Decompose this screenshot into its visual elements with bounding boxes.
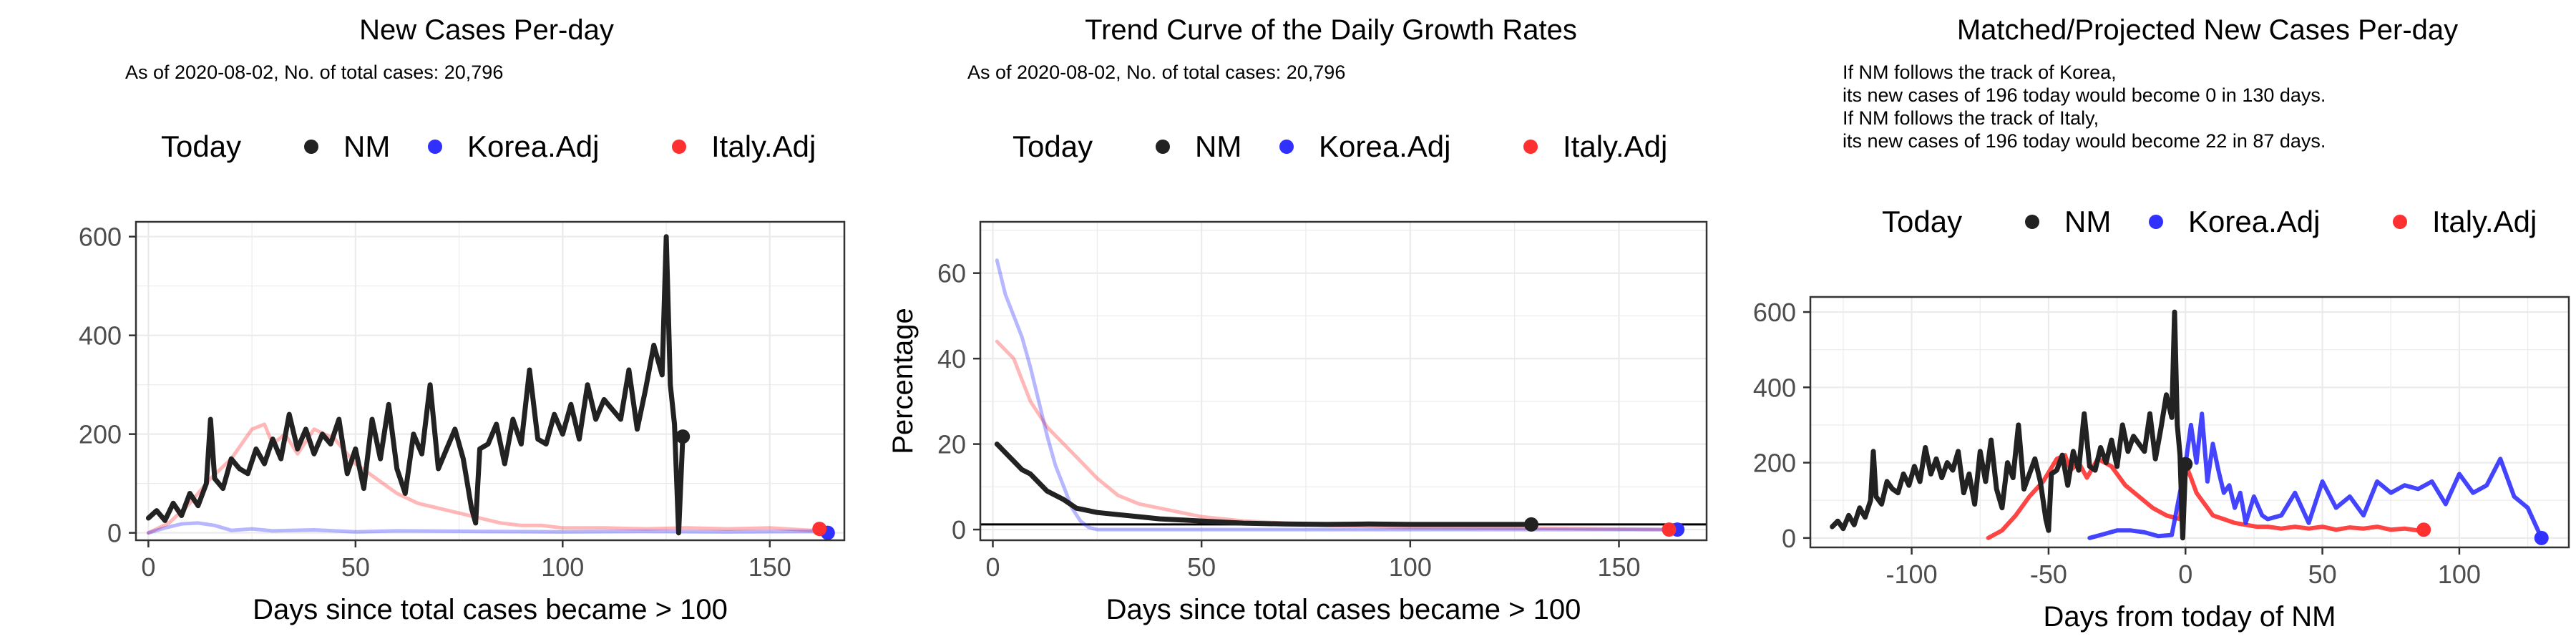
y-tick-label: 600 [1753, 298, 1796, 327]
today-point-nm [1524, 517, 1538, 532]
legend-item-label: Italy.Adj [1563, 130, 1667, 163]
legend-key-marker [2025, 215, 2039, 229]
plot-border [135, 220, 846, 542]
today-point-italy-adj [1662, 522, 1677, 537]
chart-legend: Today NM Korea.Adj Italy.Adj [1013, 130, 1667, 163]
x-tick-label: -100 [1886, 560, 1938, 589]
y-tick-label: 40 [937, 344, 966, 374]
x-tick-label: 50 [2308, 560, 2337, 589]
today-point-italy-adj [2416, 522, 2431, 537]
x-tick-label: 150 [748, 552, 791, 582]
legend-item-label: Italy.Adj [711, 130, 816, 163]
plot-background [136, 222, 844, 540]
x-tick-label: 100 [541, 552, 584, 582]
series-line-nm [1830, 309, 2188, 541]
y-tick-label: 20 [937, 430, 966, 459]
chart-legend: Today NM Korea.Adj Italy.Adj [161, 130, 816, 163]
today-point-italy-adj [812, 522, 827, 537]
chart-note-line: its new cases of 196 today would become … [1843, 84, 2326, 106]
y-tick-label: 400 [1753, 373, 1796, 402]
chart-note-line: If NM follows the track of Korea, [1843, 62, 2117, 83]
chart-note-line: its new cases of 196 today would become … [1843, 130, 2326, 152]
legend-key-marker [1156, 140, 1170, 154]
legend-title: Today [1013, 130, 1093, 163]
series-line-korea-adj [995, 258, 1679, 532]
y-tick-label: 60 [937, 259, 966, 288]
today-point-nm [2178, 457, 2193, 472]
chart-panel-1: New Cases Per-day As of 2020-08-02, No. o… [79, 14, 846, 625]
x-tick-label: 0 [985, 552, 1000, 582]
legend-item-label: NM [1195, 130, 1241, 163]
chart-legend: Today NM Korea.Adj Italy.Adj [1882, 205, 2537, 238]
chart-title: Trend Curve of the Daily Growth Rates [1085, 14, 1577, 46]
legend-key-marker [672, 140, 686, 154]
series-line-italy-adj [1986, 453, 2426, 540]
x-tick-label: 0 [2178, 560, 2192, 589]
legend-item-label: NM [343, 130, 390, 163]
series-line-nm [145, 234, 686, 536]
chart-subtitle: As of 2020-08-02, No. of total cases: 20… [125, 62, 503, 83]
x-tick-label: 100 [2438, 560, 2481, 589]
x-tick-label: 50 [1187, 552, 1216, 582]
legend-key-marker [428, 140, 442, 154]
legend-title: Today [161, 130, 241, 163]
plot-background [1810, 297, 2569, 547]
y-tick-label: 0 [107, 519, 122, 548]
x-tick-label: 100 [1389, 552, 1432, 582]
x-axis-title: Days from today of NM [2043, 601, 2336, 633]
y-axis-title: Percentage [887, 308, 919, 454]
legend-key-marker [2393, 215, 2407, 229]
legend-key-marker [304, 140, 318, 154]
y-tick-label: 200 [79, 420, 122, 449]
legend-item-label: Korea.Adj [1319, 130, 1450, 163]
legend-title: Today [1882, 205, 1962, 238]
x-tick-label: 150 [1597, 552, 1640, 582]
y-tick-label: 0 [952, 515, 966, 545]
today-point-nm [675, 429, 691, 444]
chart-panel-2: Trend Curve of the Daily Growth Rates As … [887, 14, 1708, 625]
y-tick-label: 200 [1753, 449, 1796, 478]
plot-border [1809, 296, 2570, 549]
series-line-nm [994, 441, 1534, 527]
x-tick-label: 50 [341, 552, 370, 582]
x-tick-label: 0 [141, 552, 155, 582]
series-line-italy-adj [146, 422, 821, 535]
y-tick-label: 0 [1782, 524, 1796, 553]
y-tick-label: 600 [79, 223, 122, 252]
chart-subtitle: As of 2020-08-02, No. of total cases: 20… [967, 62, 1345, 83]
chart-title: New Cases Per-day [359, 14, 614, 46]
legend-key-marker [1279, 140, 1294, 154]
x-tick-label: -50 [2030, 560, 2067, 589]
plot-border [979, 220, 1708, 542]
x-axis-title: Days since total cases became > 100 [1106, 594, 1581, 625]
legend-key-marker [2149, 215, 2163, 229]
legend-item-label: NM [2064, 205, 2111, 238]
legend-item-label: Korea.Adj [467, 130, 599, 163]
legend-item-label: Italy.Adj [2432, 205, 2537, 238]
chart-panel-3: Matched/Projected New Cases Per-day If NM… [1753, 14, 2570, 633]
x-axis-title: Days since total cases became > 100 [253, 594, 728, 625]
y-tick-label: 400 [79, 321, 122, 351]
grid-lines [980, 222, 1707, 540]
today-point-korea-adj [2534, 530, 2549, 545]
chart-title: Matched/Projected New Cases Per-day [1957, 14, 2458, 46]
chart-note-line: If NM follows the track of Italy, [1843, 107, 2099, 129]
series-line-korea-adj [146, 521, 830, 535]
legend-key-marker [1523, 140, 1538, 154]
plot-background [980, 222, 1707, 540]
legend-item-label: Korea.Adj [2188, 205, 2320, 238]
